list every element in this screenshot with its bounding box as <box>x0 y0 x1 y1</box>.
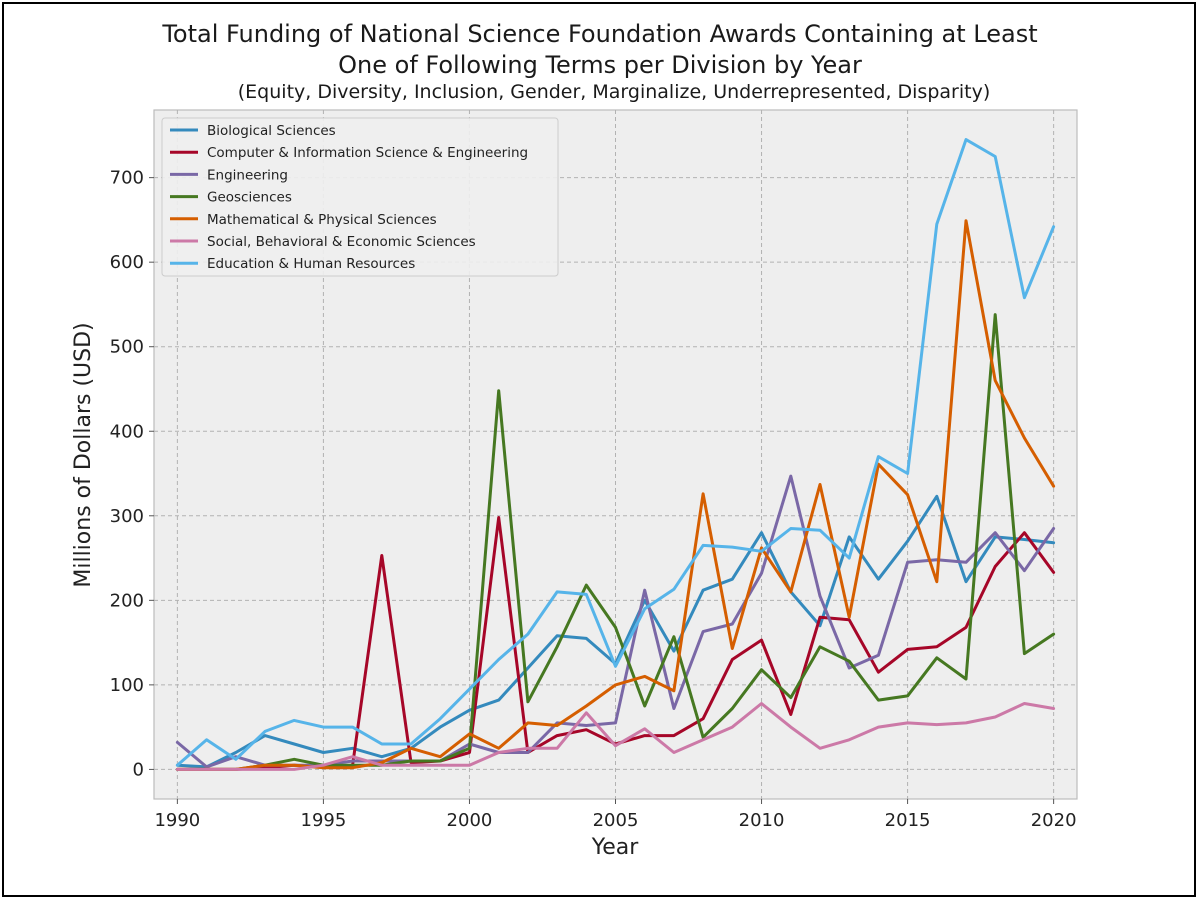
legend-label: Geosciences <box>207 190 292 206</box>
legend-label: Biological Sciences <box>207 123 336 139</box>
legend-box <box>161 117 559 277</box>
x-axis-label: Year <box>591 835 640 860</box>
axis-ticks: 1990 1995 2000 2005 2010 2015 2020 0 100 200 300 40… <box>110 168 1077 831</box>
y-tick-label: 0 <box>133 759 144 780</box>
y-tick-label: 600 <box>110 252 144 273</box>
x-tick-label: 2005 <box>593 810 639 831</box>
legend: Biological Sciences Computer & Informatio… <box>161 117 559 277</box>
x-tick-label: 2000 <box>447 810 493 831</box>
x-tick-label: 2015 <box>885 810 931 831</box>
legend-label: Mathematical & Physical Sciences <box>207 212 437 228</box>
series-lines <box>175 138 1056 771</box>
series-line <box>175 138 1056 767</box>
x-tick-label: 2020 <box>1031 810 1077 831</box>
y-tick-label: 200 <box>110 590 144 611</box>
x-tick-label: 1990 <box>154 810 200 831</box>
series-line <box>175 702 1056 771</box>
chart-title-line-1: Total Funding of National Science Founda… <box>161 20 1037 48</box>
chart-title-line-2: One of Following Terms per Division by Y… <box>338 51 862 79</box>
x-tick-label: 1995 <box>301 810 347 831</box>
y-tick-label: 400 <box>110 421 144 442</box>
y-tick-label: 500 <box>110 337 144 358</box>
y-axis-label: Millions of Dollars (USD) <box>71 322 96 587</box>
x-tick-label: 2010 <box>739 810 785 831</box>
y-tick-label: 300 <box>110 506 144 527</box>
series-line <box>175 219 1056 771</box>
legend-label: Education & Human Resources <box>207 256 415 272</box>
y-tick-label: 100 <box>110 675 144 696</box>
chart-subtitle: (Equity, Diversity, Inclusion, Gender, M… <box>238 81 990 103</box>
legend-label: Social, Behavioral & Economic Sciences <box>207 234 476 250</box>
y-tick-label: 700 <box>110 168 144 189</box>
legend-label: Engineering <box>207 167 288 183</box>
legend-label: Computer & Information Science & Enginee… <box>207 145 528 161</box>
